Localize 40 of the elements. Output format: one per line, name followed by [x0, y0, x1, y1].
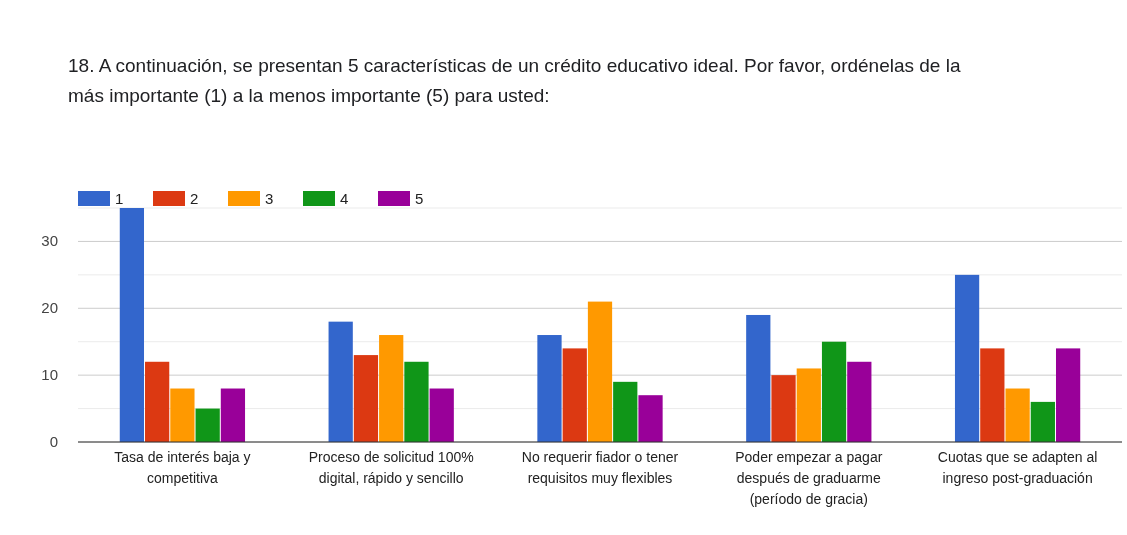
bar [1055, 348, 1081, 442]
bar [537, 335, 562, 442]
legend-label: 4 [340, 190, 349, 207]
bar [821, 341, 847, 442]
bar [980, 348, 1005, 442]
legend-label: 5 [415, 190, 424, 207]
x-tick-label: Proceso de solicitud 100% digital, rápido y sencillo [308, 449, 474, 486]
bar [796, 368, 821, 442]
bar [746, 314, 771, 442]
x-tick-label: Cuotas que se adapten al ingreso post-graduación [937, 449, 1098, 486]
bar [954, 274, 980, 442]
bar [379, 335, 404, 442]
bar [119, 208, 145, 442]
bar [587, 301, 613, 442]
x-tick-label: No requerir fiador o tener requisitos muy flexibles [521, 449, 679, 486]
chart-title: 18. A continuación, se presentan 5 características de un crédito educativo ideal. Por favor, ordénelas de la más importante (1) a la menos importante (5) para usted: [68, 55, 961, 106]
legend-label: 1 [115, 190, 124, 207]
bar [1005, 388, 1030, 442]
y-tick-label: 0 [49, 433, 58, 450]
bar [353, 355, 379, 442]
bar [613, 381, 638, 442]
bar [145, 361, 170, 442]
bar [847, 361, 872, 442]
bar [195, 408, 220, 442]
bar [1030, 401, 1055, 442]
bar [328, 321, 353, 442]
x-tick-label: Tasa de interés baja y competitiva [114, 449, 251, 486]
y-tick-label: 20 [41, 299, 58, 317]
bar [771, 375, 796, 442]
y-tick-label: 30 [41, 232, 58, 250]
bar [404, 361, 429, 442]
legend-label: 2 [190, 190, 199, 207]
bar [220, 388, 246, 442]
bar [170, 388, 195, 442]
bar [638, 395, 663, 442]
bar [562, 348, 587, 442]
legend-label: 3 [265, 190, 274, 207]
y-tick-label: 10 [41, 366, 58, 384]
x-tick-label: Poder empezar a pagar después de graduarme (período de gracia) [735, 449, 883, 507]
bar [429, 388, 454, 442]
